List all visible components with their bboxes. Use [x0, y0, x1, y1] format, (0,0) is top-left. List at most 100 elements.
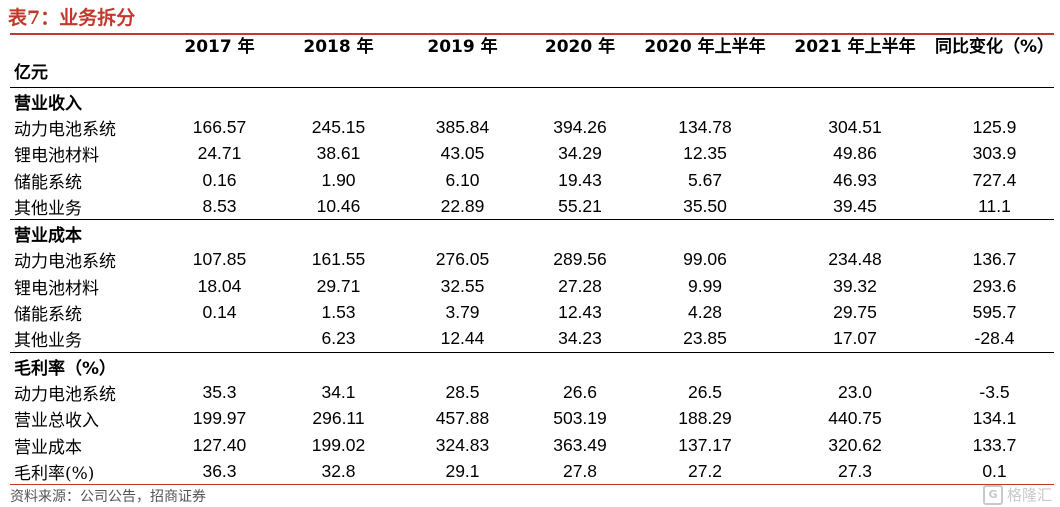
table-cell: 35.3 [202, 381, 237, 402]
table-row: 锂电池材料 18.04 29.71 32.55 27.28 9.99 39.32 293.6 [10, 273, 1054, 299]
table-cell: 38.61 [316, 143, 361, 164]
table-cell: 234.48 [828, 249, 882, 270]
table-cell: 125.9 [972, 116, 1017, 137]
table-title: 表7：业务拆分 [8, 7, 136, 29]
table-cell: 29.75 [833, 302, 877, 323]
table-cell: 6.10 [445, 169, 480, 190]
table-cell: 26.6 [562, 381, 598, 402]
table-cell: 29.1 [445, 460, 480, 481]
table-cell: 289.56 [553, 249, 607, 270]
column-header: 2020 年上半年 [644, 37, 766, 57]
watermark-logo-icon: G [982, 484, 1003, 505]
table-cell: 9.99 [687, 275, 723, 296]
row-label: 动力电池系统 [14, 252, 116, 273]
table-cell: 32.55 [440, 275, 485, 296]
column-header: 2018 年 [303, 37, 374, 57]
table-cell: 34.23 [558, 328, 602, 349]
table-cell: 199.97 [192, 408, 247, 429]
table-cell: 23.85 [683, 328, 727, 349]
table-cell: 29.71 [316, 275, 361, 296]
table-body: 营业收入 动力电池系统 166.57 245.15 385.84 394.26 134.78… [10, 88, 1054, 485]
table-cell: 440.75 [828, 408, 882, 429]
table-cell: 5.67 [687, 169, 723, 190]
table-cell: 293.6 [972, 275, 1017, 296]
table-cell: 11.1 [978, 195, 1011, 216]
watermark: G 格隆汇 [982, 484, 1052, 505]
table-row: 锂电池材料 24.71 38.61 43.05 34.29 12.35 49.86 303.9 [10, 141, 1054, 167]
row-label: 动力电池系统 [14, 119, 116, 140]
row-label: 其他业务 [14, 331, 82, 352]
table-cell: 55.21 [558, 195, 602, 216]
table-cell: 134.78 [678, 116, 732, 137]
table-cell: 457.88 [435, 408, 490, 429]
title-rule [10, 33, 1054, 35]
table-cell [162, 326, 277, 353]
table-row: 储能系统 0.14 1.53 3.79 12.43 4.28 29.75 595.7 [10, 299, 1054, 325]
table-cell: 19.43 [558, 169, 602, 190]
table-cell: 10.46 [316, 195, 361, 216]
row-label: 动力电池系统 [14, 384, 116, 405]
table-cell: 1.53 [321, 302, 356, 323]
section-heading-row: 毛利率（%） [10, 352, 1054, 379]
table-cell: 27.2 [687, 460, 723, 481]
table-row: 毛利率(%) 36.3 32.8 29.1 27.8 27.2 27.3 0.1 [10, 458, 1054, 484]
table-cell: 32.8 [321, 460, 356, 481]
column-header: 2021 年上半年 [794, 37, 916, 57]
table-cell: 503.19 [553, 408, 607, 429]
table-cell: 166.57 [192, 116, 247, 137]
footer-rule [10, 484, 1054, 485]
table-cell: 134.1 [972, 408, 1017, 429]
table-cell: 27.28 [558, 275, 602, 296]
table-cell: 394.26 [553, 116, 607, 137]
table-cell: 28.5 [445, 381, 480, 402]
column-header: 同比变化（%） [935, 37, 1055, 57]
table-cell: 49.86 [833, 143, 877, 164]
table-cell: 36.3 [202, 460, 237, 481]
table-cell: 12.43 [558, 302, 602, 323]
section-heading: 毛利率（%） [14, 358, 117, 379]
table-cell: 12.35 [683, 143, 727, 164]
table-cell: 133.7 [972, 434, 1017, 455]
table-row: 动力电池系统 107.85 161.55 276.05 289.56 99.06 234.4… [10, 247, 1054, 273]
table-cell: 39.32 [833, 275, 877, 296]
table-cell: 34.29 [558, 143, 602, 164]
row-label: 营业成本 [14, 437, 82, 458]
source-note: 资料来源：公司公告，招商证券 [10, 489, 206, 505]
section-heading: 营业成本 [14, 226, 82, 247]
table-cell: 276.05 [435, 249, 490, 270]
table-cell: 136.7 [972, 249, 1017, 270]
table-cell: 0.16 [202, 169, 237, 190]
table-cell: 595.7 [972, 302, 1017, 323]
table-cell: 43.05 [440, 143, 485, 164]
row-label: 营业总收入 [14, 411, 99, 432]
table-cell: 727.4 [972, 169, 1017, 190]
table-cell: 0.1 [982, 460, 1007, 481]
table-cell: 107.85 [192, 249, 247, 270]
column-header: 2020 年 [544, 37, 616, 57]
table-cell: 296.11 [312, 408, 365, 429]
column-header: 2017 年 [184, 37, 255, 57]
table-cell: -28.4 [974, 328, 1015, 349]
table-cell: 304.51 [828, 116, 882, 137]
table-row: 动力电池系统 166.57 245.15 385.84 394.26 134.78 304.… [10, 114, 1054, 140]
table-cell: 363.49 [553, 434, 607, 455]
table-cell: 12.44 [440, 328, 485, 349]
business-breakdown-table: 亿元 2017 年 2018 年 2019 年 2020 年 2020 年上半年… [10, 35, 1054, 484]
section-heading-row: 营业成本 [10, 219, 1054, 247]
table-cell: 34.1 [321, 381, 356, 402]
table-cell: 0.14 [202, 302, 237, 323]
table-cell: 27.3 [837, 460, 873, 481]
table-cell: 324.83 [435, 434, 490, 455]
table-cell: 137.17 [678, 434, 732, 455]
table-cell: 17.07 [833, 328, 877, 349]
table-cell: 27.8 [562, 460, 598, 481]
table-cell: 6.23 [321, 328, 356, 349]
table-row: 动力电池系统 35.3 34.1 28.5 26.6 26.5 23.0 -3.5 [10, 379, 1054, 405]
table-cell: 8.53 [202, 195, 237, 216]
table-cell: 99.06 [683, 249, 727, 270]
row-label: 储能系统 [14, 305, 82, 326]
table-cell: 161.55 [311, 249, 366, 270]
table-cell: 22.89 [440, 195, 485, 216]
table-cell: 127.40 [192, 434, 247, 455]
table-cell: 24.71 [197, 143, 242, 164]
